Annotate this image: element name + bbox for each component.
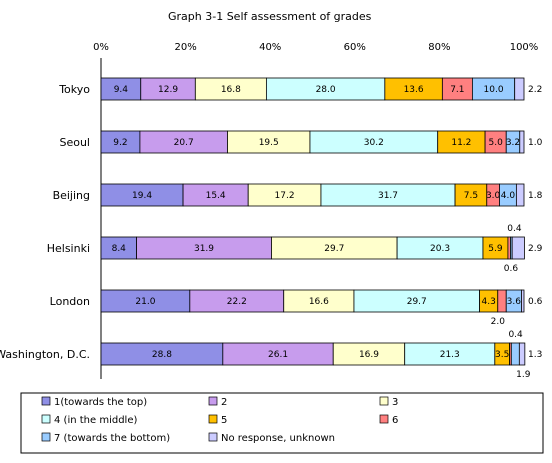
data-label: 11.2	[451, 138, 471, 148]
legend-entry: No response, unknown	[221, 433, 335, 444]
data-label: 13.6	[404, 85, 424, 95]
data-label: 30.2	[364, 138, 384, 148]
data-label: 10.0	[484, 85, 504, 95]
legend-swatch	[208, 432, 218, 442]
category-label: Helsinki	[47, 242, 90, 255]
data-label: 21.0	[135, 297, 155, 307]
data-label: 3.0	[486, 191, 501, 201]
data-label: 31.9	[194, 244, 214, 254]
legend-swatch	[379, 396, 389, 406]
category-label: Seoul	[59, 136, 90, 149]
legend-entry: 5	[221, 415, 227, 426]
bar-segment	[515, 183, 525, 207]
data-label: 21.3	[440, 350, 460, 360]
bar-segment	[511, 236, 525, 260]
legend-swatch	[208, 414, 218, 424]
data-label: 19.5	[259, 138, 279, 148]
data-label: 2.2	[528, 85, 542, 95]
category-label: London	[50, 295, 90, 308]
data-label: 7.1	[450, 85, 464, 95]
data-label: 7.5	[464, 191, 478, 201]
data-label: 3.2	[506, 138, 520, 148]
legend: 1(towards the top) 2 3 4 (in the middle) 5 6 7…	[20, 392, 544, 454]
data-label: 4.0	[501, 191, 516, 201]
category-label: Beijing	[53, 189, 90, 202]
data-label: 22.2	[227, 297, 247, 307]
data-label: 20.3	[430, 244, 450, 254]
x-tick-label: 20%	[174, 42, 196, 53]
x-tick-label: 60%	[344, 42, 366, 53]
data-label: 28.8	[152, 350, 172, 360]
category-labels: Tokyo Seoul Beijing Helsinki London Washingto…	[0, 83, 90, 361]
bar-segment	[514, 77, 525, 101]
data-label: 2.9	[528, 244, 543, 254]
x-tick-label: 80%	[428, 42, 450, 53]
x-axis: 0% 20% 40% 60% 80% 100%	[93, 42, 538, 379]
legend-entry: 4 (in the middle)	[54, 415, 137, 426]
data-label: 31.7	[378, 191, 398, 201]
legend-swatch	[41, 432, 51, 442]
x-tick-label: 0%	[93, 42, 109, 53]
legend-entry: 2	[221, 397, 227, 408]
data-label: 26.1	[268, 350, 288, 360]
legend-entry: 3	[392, 397, 398, 408]
data-label: 19.4	[132, 191, 152, 201]
legend-swatch	[41, 414, 51, 424]
data-label: 4.3	[482, 297, 496, 307]
data-label: 1.3	[528, 350, 542, 360]
bar-segment	[518, 342, 526, 366]
data-label: 0.4	[508, 330, 523, 340]
data-label: 5.0	[488, 138, 503, 148]
data-label: 16.9	[359, 350, 379, 360]
bar-segment	[510, 342, 520, 366]
data-label: 0.6	[504, 264, 519, 274]
data-label: 12.9	[158, 85, 178, 95]
data-label: 3.5	[495, 350, 509, 360]
bar-segment	[497, 289, 507, 313]
chart-title: Graph 3-1 Self assessment of grades	[168, 10, 372, 23]
data-label: 1.8	[528, 191, 543, 201]
data-label: 3.6	[507, 297, 522, 307]
data-label: 28.0	[316, 85, 336, 95]
x-tick-label: 100%	[510, 42, 539, 53]
data-label: 5.9	[488, 244, 503, 254]
data-label: 17.2	[275, 191, 295, 201]
data-label: 0.6	[528, 297, 543, 307]
bars: 9.4 12.9 16.8 28.0 13.6 7.1 10.0 2.2 9.2 20.7 19.5…	[100, 77, 543, 380]
bar-segment	[521, 289, 525, 313]
data-label: 20.7	[174, 138, 194, 148]
data-label: 1.9	[516, 370, 531, 380]
category-label: Washington, D.C.	[0, 348, 90, 361]
legend-entry: 1(towards the top)	[54, 397, 147, 408]
data-label: 8.4	[112, 244, 127, 254]
legend-entry: 7 (towards the bottom)	[54, 433, 170, 444]
bar-segment	[519, 130, 525, 154]
data-label: 15.4	[206, 191, 226, 201]
legend-swatch	[379, 414, 389, 424]
data-label: 0.4	[507, 224, 522, 234]
legend-frame	[20, 392, 544, 454]
data-label: 16.8	[221, 85, 241, 95]
data-label: 16.6	[309, 297, 329, 307]
data-label: 29.7	[324, 244, 344, 254]
legend-swatch	[41, 396, 51, 406]
data-label: 2.0	[491, 317, 506, 327]
data-label: 29.7	[407, 297, 427, 307]
x-tick-label: 40%	[259, 42, 281, 53]
category-label: Tokyo	[58, 83, 90, 96]
data-label: 1.0	[528, 138, 543, 148]
data-label: 9.2	[113, 138, 127, 148]
legend-swatch	[208, 396, 218, 406]
data-label: 9.4	[114, 85, 129, 95]
legend-entry: 6	[392, 415, 398, 426]
